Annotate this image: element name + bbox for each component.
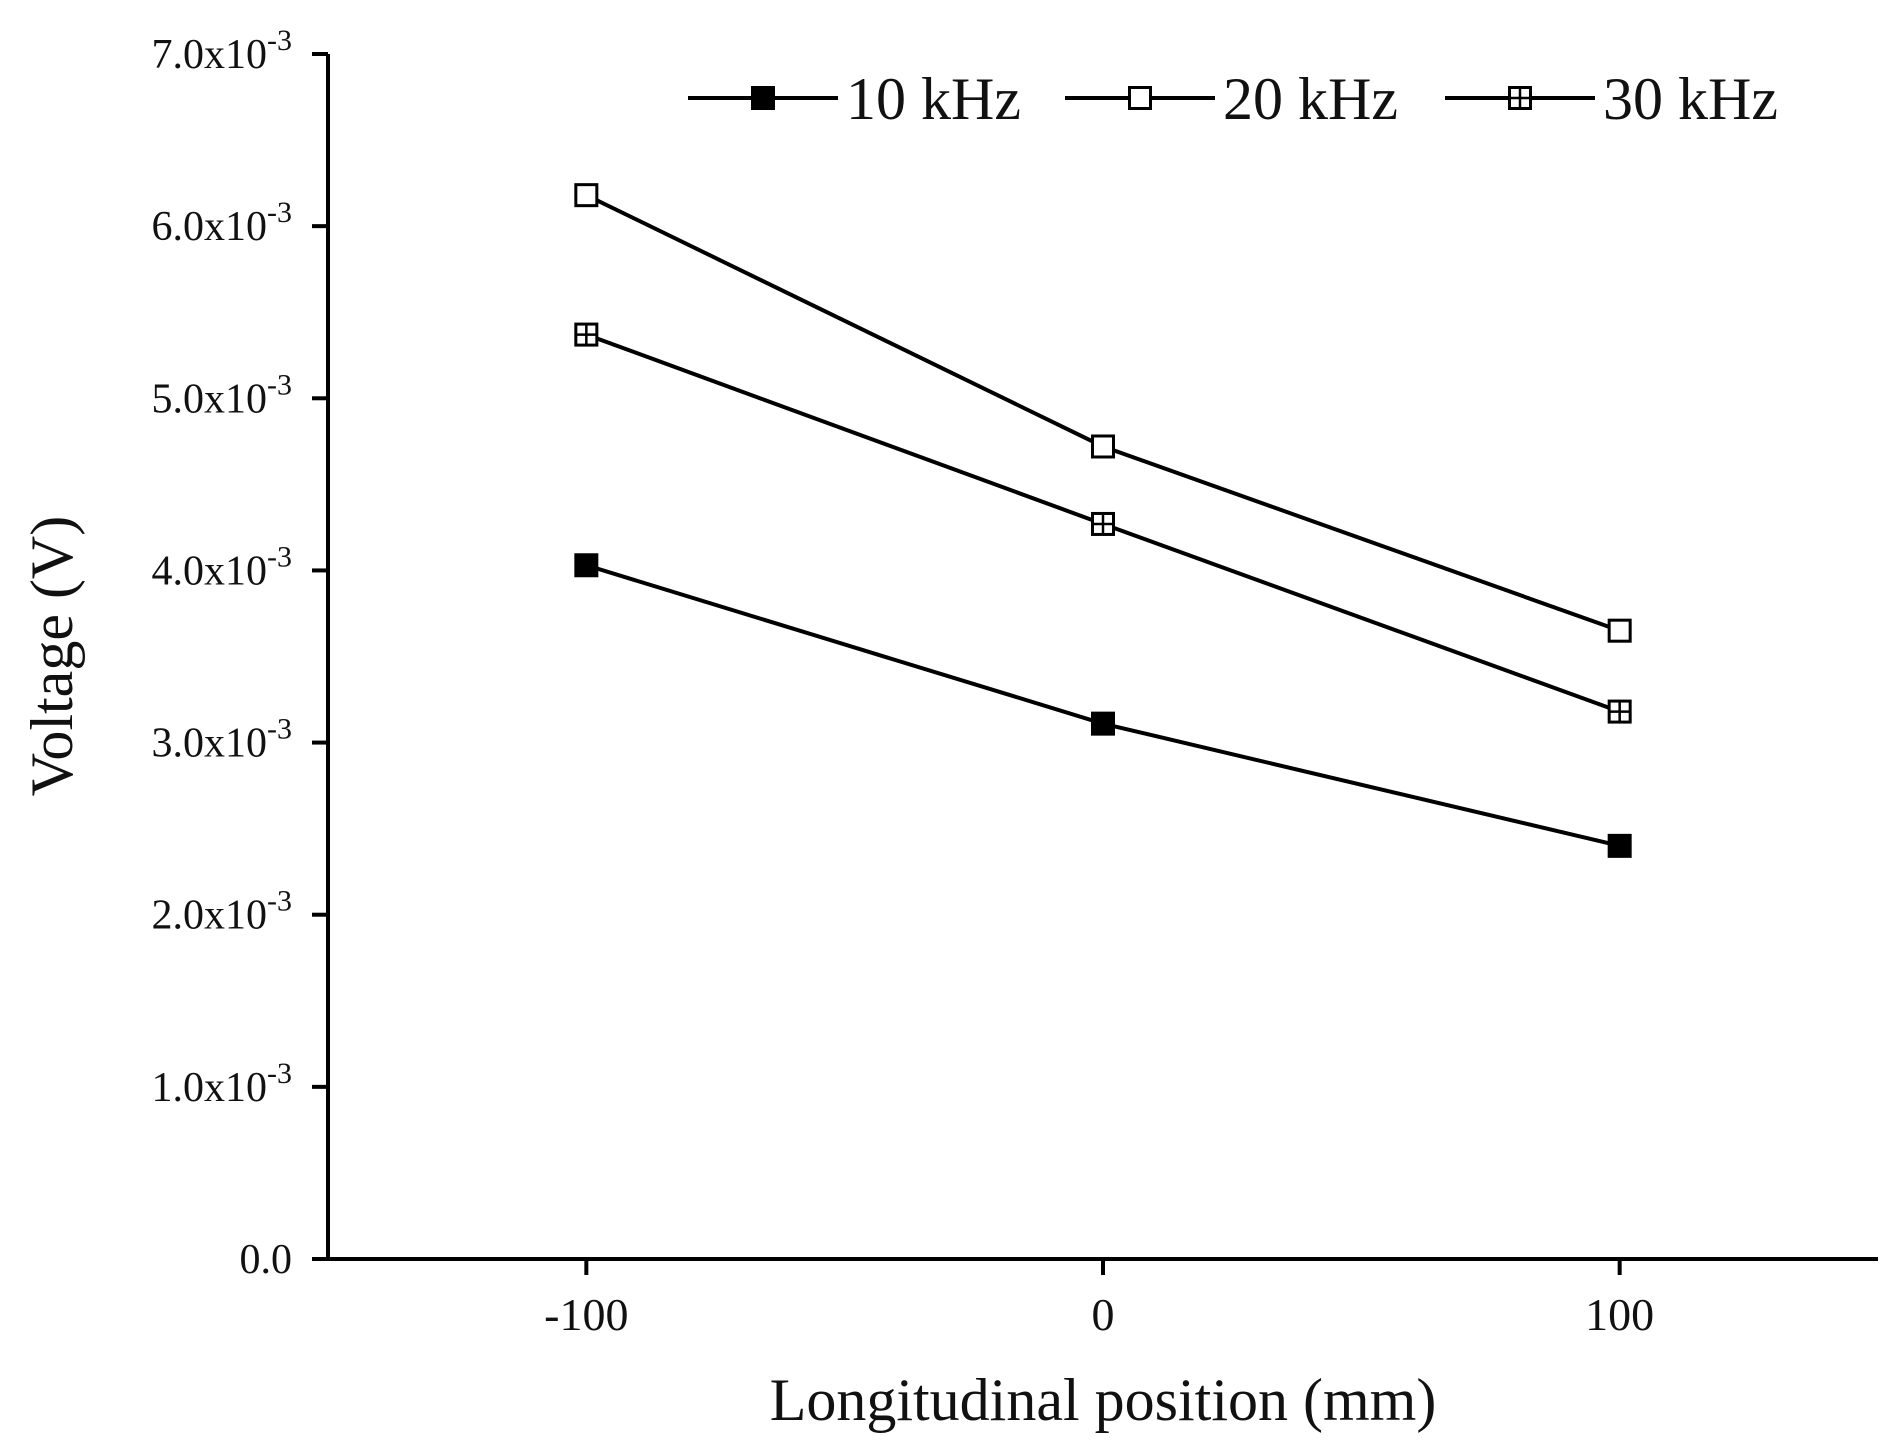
legend-marker — [1508, 86, 1532, 110]
data-point-s2-2-square — [1091, 434, 1115, 459]
y-tick-label: 3.0x10-3 — [152, 713, 293, 767]
legend-item: 20 kHz — [1065, 66, 1398, 132]
data-point-s1-1 — [574, 553, 599, 578]
y-tick-exponent: -3 — [267, 368, 292, 401]
legend-marker-square — [751, 86, 775, 110]
data-point-s2-3 — [1607, 618, 1632, 643]
legend-item: 30 kHz — [1445, 66, 1778, 132]
x-axis-title: Longitudinal position (mm) — [770, 1367, 1437, 1433]
data-point-s1-2 — [1091, 711, 1115, 736]
legend: 10 kHz 20 kHz 30 kHz — [688, 66, 1778, 132]
legend-label: 20 kHz — [1223, 66, 1398, 132]
y-tick-exponent: -3 — [267, 24, 292, 57]
data-point-s1-1-square — [574, 553, 599, 578]
y-tick-mantissa: 6.0x10 — [152, 204, 268, 250]
y-tick-exponent: -3 — [267, 885, 292, 918]
y-tick-mantissa: 4.0x10 — [152, 548, 268, 594]
data-point-s1-2-square — [1091, 711, 1115, 736]
y-tick-mantissa: 2.0x10 — [152, 893, 268, 939]
y-tick-label: 1.0x10-3 — [152, 1057, 293, 1111]
y-tick-exponent: -3 — [267, 1057, 292, 1090]
legend-label: 30 kHz — [1603, 66, 1778, 132]
y-tick-mantissa: 0.0 — [240, 1237, 293, 1283]
data-point-s1-3 — [1607, 833, 1632, 858]
y-tick-label: 4.0x10-3 — [152, 540, 293, 594]
legend-marker — [1128, 86, 1152, 110]
x-tick-label: -100 — [544, 1289, 628, 1340]
y-tick-label: 0.0 — [240, 1237, 293, 1283]
x-ticks: -100 0 100 — [544, 1259, 1654, 1340]
data-point-s3-1 — [574, 322, 599, 347]
y-tick-mantissa: 1.0x10 — [152, 1065, 268, 1111]
y-tick-exponent: -3 — [267, 196, 292, 229]
series-line-2 — [585, 193, 1621, 633]
data-point-s1-3-square — [1607, 833, 1632, 858]
y-tick-label: 6.0x10-3 — [152, 196, 293, 250]
series-markers — [574, 183, 1632, 858]
y-tick-label: 5.0x10-3 — [152, 368, 293, 422]
y-axis-title: Voltage (V) — [19, 516, 85, 797]
data-point-s2-2 — [1091, 434, 1115, 459]
data-point-s3-2 — [1091, 511, 1115, 536]
legend-label: 10 kHz — [846, 66, 1021, 132]
x-tick-label: 100 — [1585, 1289, 1654, 1340]
y-tick-mantissa: 7.0x10 — [152, 32, 268, 78]
data-point-s2-3-square — [1607, 618, 1632, 643]
y-tick-exponent: -3 — [267, 540, 292, 573]
y-tick-label: 7.0x10-3 — [152, 24, 293, 78]
x-tick-label: 0 — [1092, 1289, 1115, 1340]
legend-marker — [751, 86, 775, 110]
legend-marker-square — [1128, 86, 1152, 110]
y-tick-mantissa: 3.0x10 — [152, 721, 268, 767]
data-point-s3-3 — [1607, 699, 1632, 724]
series-line-1 — [585, 563, 1621, 848]
data-point-s2-1 — [574, 183, 599, 208]
y-tick-label: 2.0x10-3 — [152, 885, 293, 939]
y-tick-exponent: -3 — [267, 713, 292, 746]
data-point-s2-1-square — [574, 183, 599, 208]
y-tick-mantissa: 5.0x10 — [152, 376, 268, 422]
axes — [326, 54, 1878, 1261]
y-ticks: 0.01.0x10-32.0x10-33.0x10-34.0x10-35.0x1… — [152, 24, 328, 1283]
legend-item: 10 kHz — [688, 66, 1021, 132]
